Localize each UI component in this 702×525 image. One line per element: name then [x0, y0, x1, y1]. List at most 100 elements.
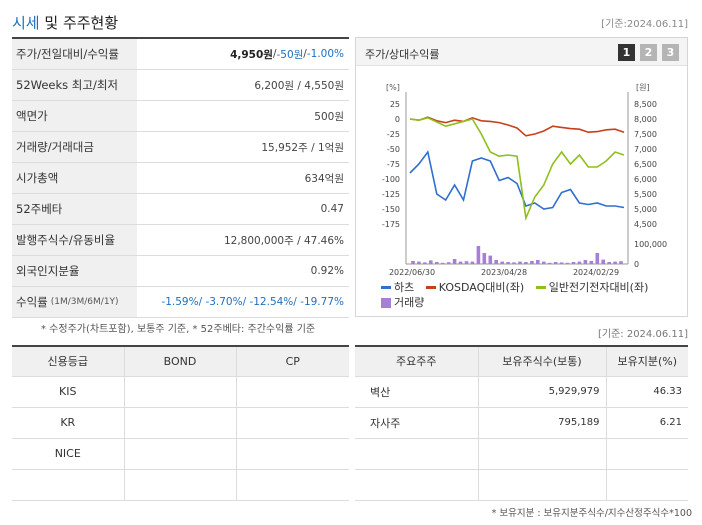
- right-tick-label: 8,000: [634, 115, 657, 124]
- left-tick-label: -100: [382, 175, 400, 184]
- right-tick-label: 6,000: [634, 175, 657, 184]
- price-change: -50원: [276, 48, 304, 61]
- chart-tab-2[interactable]: 2: [640, 44, 657, 61]
- col-header: 보유주식수(보통): [478, 346, 607, 376]
- volume-tick-label: 0: [634, 260, 639, 269]
- left-unit-label: [%]: [386, 83, 400, 92]
- volume-bar: [482, 253, 487, 264]
- volume-bar: [446, 262, 451, 264]
- summary-row-par: 액면가 500원: [12, 101, 349, 132]
- holder-name: 자사주: [355, 406, 479, 438]
- row-value: 0.47: [320, 203, 344, 215]
- volume-bar: [565, 262, 570, 264]
- major-shareholders-table: 주요주주 보유주식수(보통) 보유지분(%) 벽산 5,929,979 46.3…: [355, 345, 688, 501]
- volume-bar: [488, 255, 493, 264]
- volume-bar: [547, 262, 552, 264]
- holder-shares: 5,929,979: [478, 375, 607, 407]
- section-title: 시세 및 주주현황: [12, 12, 118, 33]
- holder-pct: 46.33: [606, 375, 688, 407]
- volume-bar: [595, 253, 600, 264]
- price-change-pct: -1.00%: [306, 48, 344, 60]
- series-line: [409, 116, 625, 221]
- volume-bar: [577, 261, 582, 264]
- chart-tab-1[interactable]: 1: [618, 44, 635, 61]
- holders-as-of: [기준: 2024.06.11]: [597, 329, 688, 340]
- legend-swatch: [381, 286, 391, 289]
- legend-swatch: [425, 286, 436, 289]
- table-row: 자사주 795,189 6.21: [355, 406, 688, 438]
- volume-bar: [452, 259, 457, 264]
- holder-name: [355, 437, 479, 469]
- summary-row-volume: 거래량/거래대금 15,952주 / 1억원: [12, 132, 349, 163]
- table-row: NICE: [12, 437, 349, 469]
- row-label: 거래량/거래대금: [12, 132, 137, 162]
- return-periods: (1M/3M/6M/1Y): [50, 297, 119, 307]
- summary-row-beta: 52주베타 0.47: [12, 194, 349, 225]
- holder-shares: [478, 468, 607, 501]
- right-tick-label: 4,500: [634, 220, 657, 229]
- holder-name: 벽산: [355, 375, 479, 407]
- chart-tab-3[interactable]: 3: [662, 44, 679, 61]
- table-row: [355, 468, 688, 501]
- left-tick-label: -50: [387, 145, 400, 154]
- separator: /: [303, 48, 307, 60]
- price-summary-table: 주가/전일대비/수익률 4,950원 / -50원 / -1.00% 52Wee…: [12, 37, 349, 318]
- bond-cell: [124, 437, 237, 469]
- right-tick-label: 5,000: [634, 205, 657, 214]
- volume-bar: [553, 262, 558, 264]
- bond-cell: [124, 468, 237, 501]
- holder-pct: [606, 468, 688, 501]
- row-label: 액면가: [12, 101, 137, 131]
- volume-bar: [536, 260, 540, 264]
- volume-bar: [571, 262, 576, 264]
- col-header: 보유지분(%): [606, 346, 688, 376]
- left-tick-label: 25: [390, 100, 400, 109]
- cp-cell: [236, 437, 349, 469]
- volume-bar: [470, 261, 475, 264]
- row-label: 주가/전일대비/수익률: [12, 39, 137, 69]
- volume-bar: [589, 261, 594, 264]
- right-tick-label: 7,000: [634, 145, 657, 154]
- right-tick-label: 6,500: [634, 160, 657, 169]
- volume-bar: [530, 261, 534, 264]
- agency-cell: KIS: [12, 375, 125, 407]
- legend-label: 거래량: [394, 296, 425, 309]
- chart-header: 주가/상대수익률 1 2 3: [356, 38, 687, 66]
- volume-bar: [429, 260, 433, 264]
- summary-row-mcap: 시가총액 634억원: [12, 163, 349, 194]
- right-tick-label: 5,500: [634, 190, 657, 199]
- title-price: 시세: [12, 14, 40, 32]
- col-header: 주요주주: [355, 346, 479, 376]
- col-header: CP: [236, 346, 349, 376]
- left-tick-label: -150: [382, 205, 400, 214]
- holder-shares: [478, 437, 607, 469]
- x-tick-label: 2022/06/30: [389, 268, 435, 276]
- volume-bar: [464, 261, 469, 264]
- volume-bar: [607, 262, 611, 264]
- row-label: 외국인지분율: [12, 256, 137, 286]
- right-tick-label: 7,500: [634, 130, 657, 139]
- volume-bar: [440, 262, 445, 264]
- left-tick-label: -125: [382, 190, 400, 199]
- holder-shares: 795,189: [478, 406, 607, 438]
- volume-bar: [613, 261, 617, 264]
- volume-bar: [524, 262, 528, 264]
- table-row: [355, 437, 688, 469]
- row-value: 15,952주 / 1억원: [261, 141, 344, 154]
- price-chart: [%] [원] 25 0 -25 -50 -75 -100 -125 -150 -175 8,500 8…: [382, 83, 667, 276]
- row-label: 52Weeks 최고/최저: [12, 70, 137, 100]
- legend-label: KOSDAQ대비(좌): [438, 281, 525, 294]
- separator: /: [272, 48, 277, 60]
- legend-item-volume: 거래량: [381, 295, 424, 310]
- volume-bar: [494, 260, 498, 264]
- volume-bar: [542, 261, 546, 264]
- summary-row-return: 수익률 (1M/3M/6M/1Y) -1.59%/ -3.70%/ -12.54…: [12, 287, 349, 318]
- col-header: 신용등급: [12, 346, 125, 376]
- volume-bar: [423, 262, 427, 264]
- volume-bar: [500, 261, 504, 264]
- legend-swatch: [381, 297, 391, 308]
- bond-cell: [124, 375, 237, 407]
- volume-bar: [583, 260, 588, 264]
- summary-row-shares: 발행주식수/유동비율 12,800,000주 / 47.46%: [12, 225, 349, 256]
- legend-label: 하츠: [394, 281, 415, 294]
